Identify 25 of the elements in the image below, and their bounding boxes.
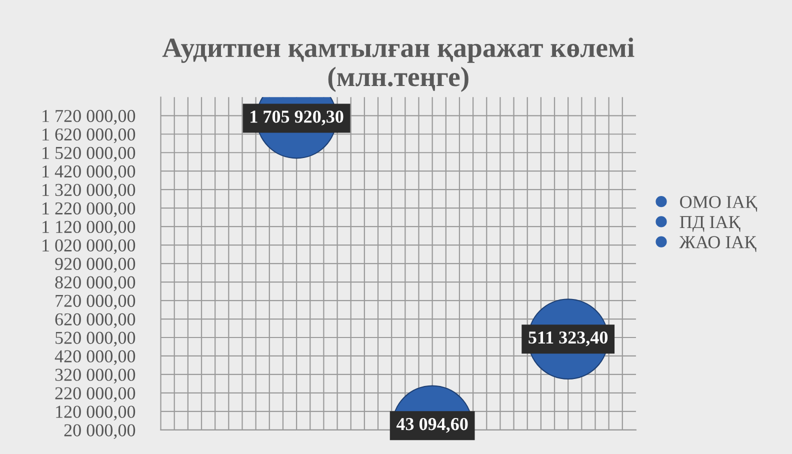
legend-label: ЖАО ІАҚ xyxy=(679,236,756,252)
y-tick-label: 20 000,00 xyxy=(64,424,136,439)
y-tick-label: 1 520 000,00 xyxy=(42,146,136,162)
y-tick-label: 1 320 000,00 xyxy=(42,184,136,199)
y-tick-label: 1 720 000,00 xyxy=(42,110,136,125)
legend-label: ПД ІАҚ xyxy=(680,216,740,232)
y-tick-label: 1 120 000,00 xyxy=(42,220,136,236)
chart-title: Аудитпен қамтылған қаражат көлемі (млн.теңге) xyxy=(162,38,634,92)
y-tick-label: 1 220 000,00 xyxy=(42,202,136,218)
data-label: 1 705 920,30 xyxy=(250,110,344,126)
data-label: 43 094,60 xyxy=(396,418,468,433)
y-tick-label: 520 000,00 xyxy=(56,332,136,347)
y-tick-label: 220 000,00 xyxy=(55,387,136,402)
y-tick-label: 920 000,00 xyxy=(55,258,136,273)
y-tick-label: 720 000,00 xyxy=(56,294,136,310)
y-tick-label: 420 000,00 xyxy=(54,350,136,366)
y-tick-label: 820 000,00 xyxy=(55,276,136,292)
y-tick-label: 120 000,00 xyxy=(56,406,136,420)
legend-label: ОМО ІАҚ xyxy=(680,196,758,212)
y-tick-label: 1 620 000,00 xyxy=(42,128,136,144)
y-tick-label: 620 000,00 xyxy=(55,313,136,328)
data-label: 511 323,40 xyxy=(528,331,608,346)
y-tick-label: 320 000,00 xyxy=(55,368,136,384)
y-tick-label: 1 020 000,00 xyxy=(42,239,136,254)
y-tick-label: 1 420 000,00 xyxy=(42,165,136,180)
